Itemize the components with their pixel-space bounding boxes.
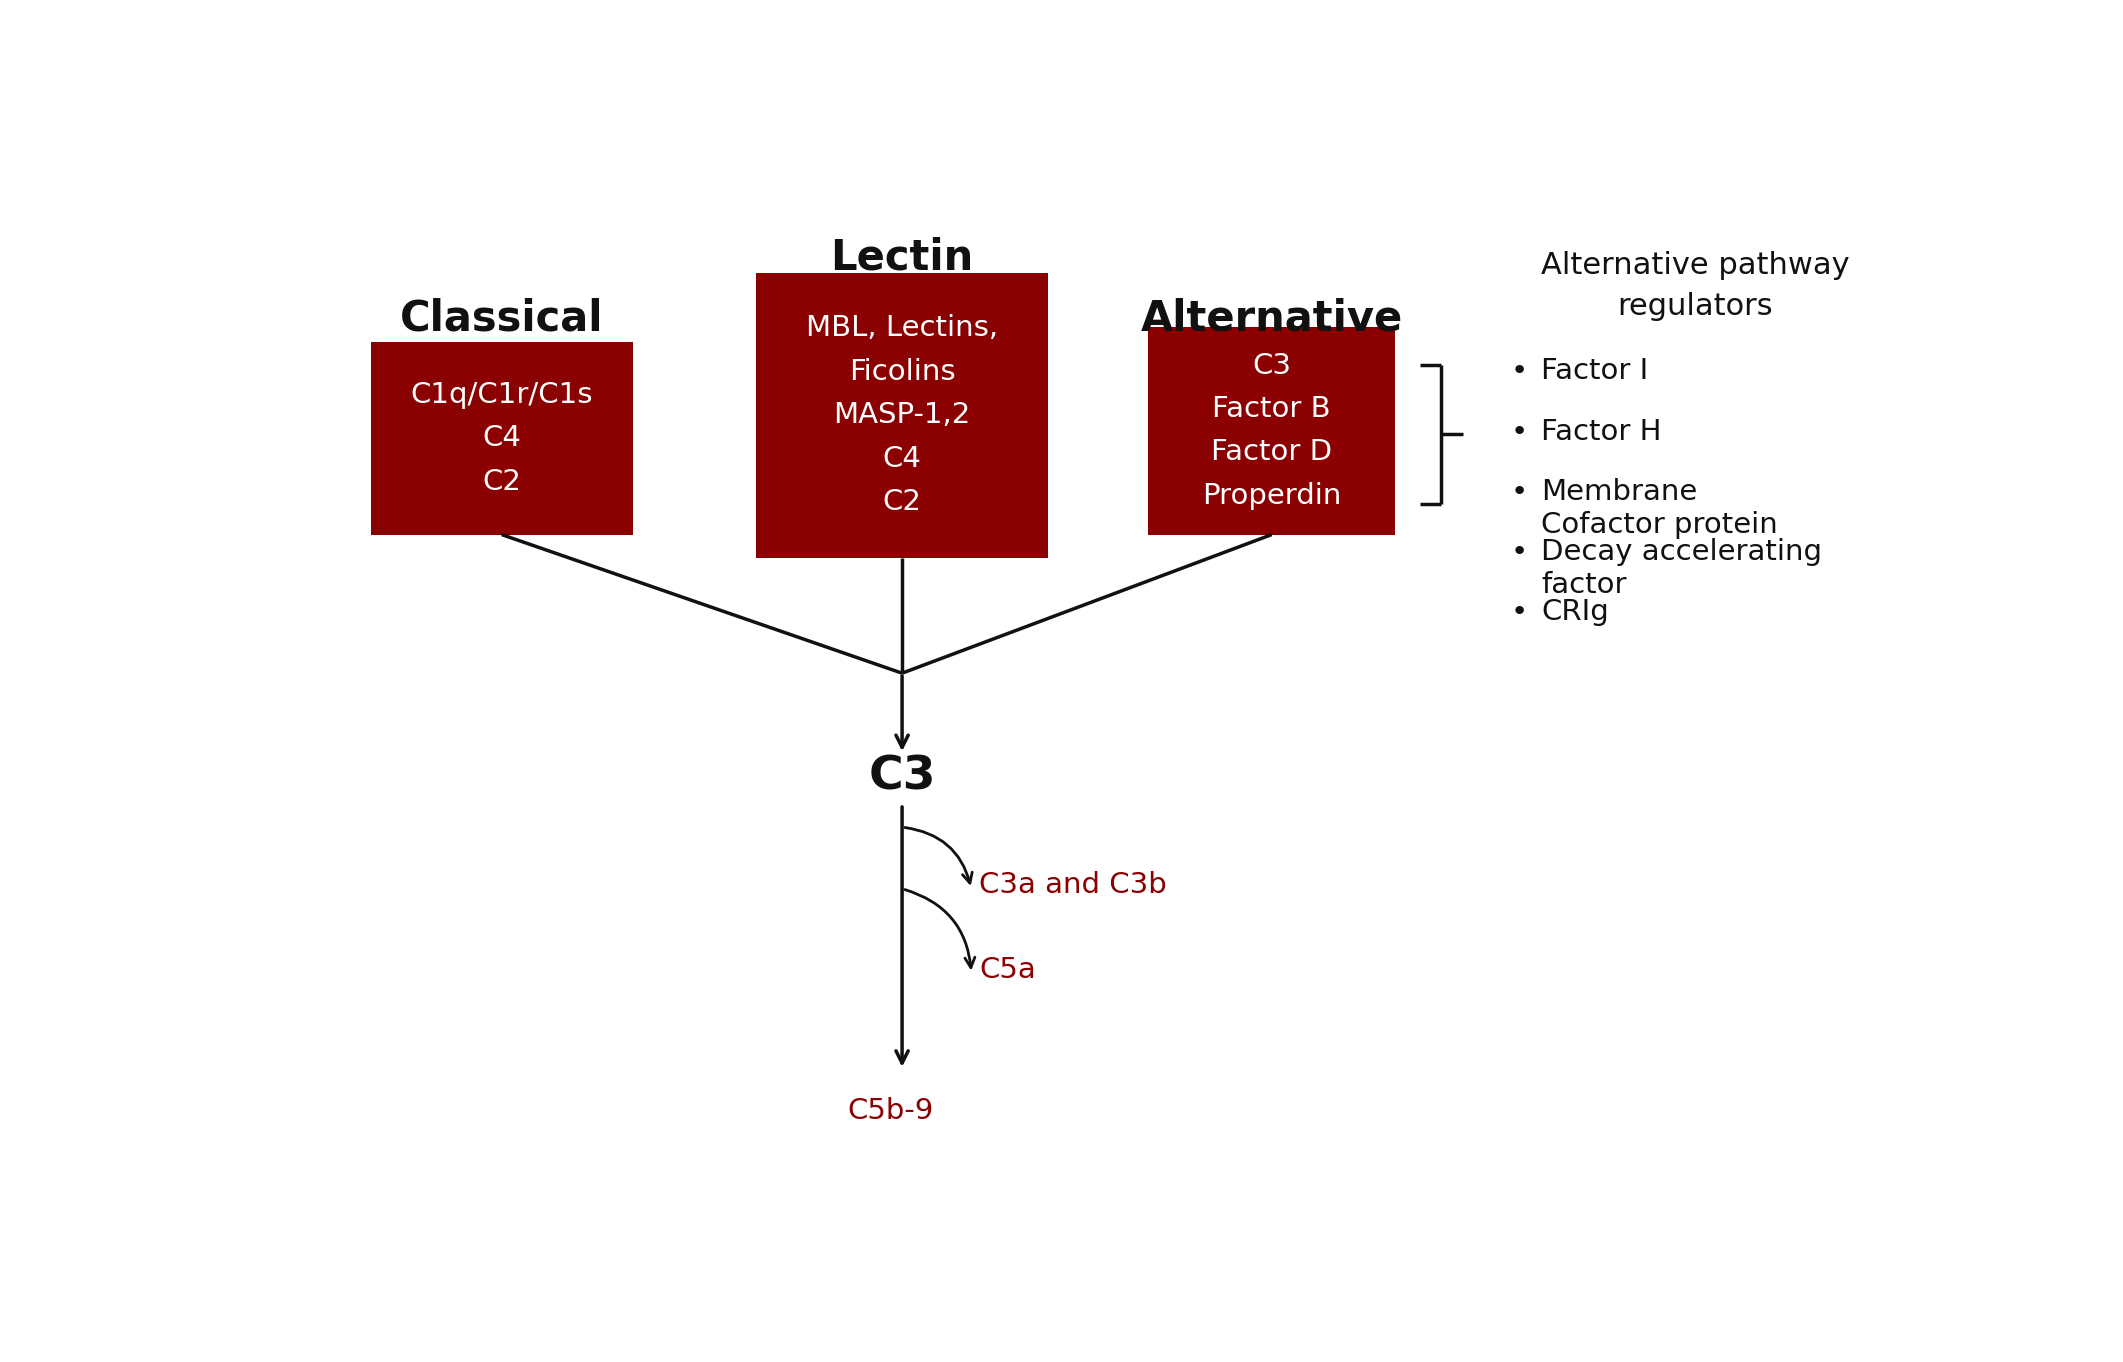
Text: C3
Factor B
Factor D
Properdin: C3 Factor B Factor D Properdin (1202, 351, 1342, 509)
Text: Alternative: Alternative (1140, 298, 1403, 340)
Text: Alternative pathway: Alternative pathway (1541, 252, 1849, 281)
Text: •: • (1509, 418, 1529, 445)
Text: •: • (1509, 598, 1529, 625)
Text: CRIg: CRIg (1541, 598, 1609, 625)
Text: •: • (1509, 478, 1529, 505)
Text: Decay accelerating
factor: Decay accelerating factor (1541, 538, 1822, 599)
Text: C3: C3 (868, 755, 936, 799)
FancyBboxPatch shape (756, 272, 1049, 557)
Text: Factor I: Factor I (1541, 357, 1647, 385)
Text: •: • (1509, 357, 1529, 385)
Text: Membrane
Cofactor protein: Membrane Cofactor protein (1541, 478, 1777, 539)
FancyBboxPatch shape (372, 342, 633, 534)
Text: C3a and C3b: C3a and C3b (979, 870, 1168, 899)
FancyBboxPatch shape (1149, 327, 1395, 534)
Text: regulators: regulators (1618, 291, 1773, 320)
Text: •: • (1509, 538, 1529, 565)
Text: Factor H: Factor H (1541, 418, 1662, 445)
Text: C5a: C5a (979, 956, 1036, 983)
Text: Lectin: Lectin (830, 237, 974, 278)
Text: C1q/C1r/C1s
C4
C2: C1q/C1r/C1s C4 C2 (410, 381, 592, 496)
Text: C5b-9: C5b-9 (847, 1096, 934, 1125)
Text: MBL, Lectins,
Ficolins
MASP-1,2
C4
C2: MBL, Lectins, Ficolins MASP-1,2 C4 C2 (807, 315, 998, 516)
Text: Classical: Classical (399, 298, 603, 340)
